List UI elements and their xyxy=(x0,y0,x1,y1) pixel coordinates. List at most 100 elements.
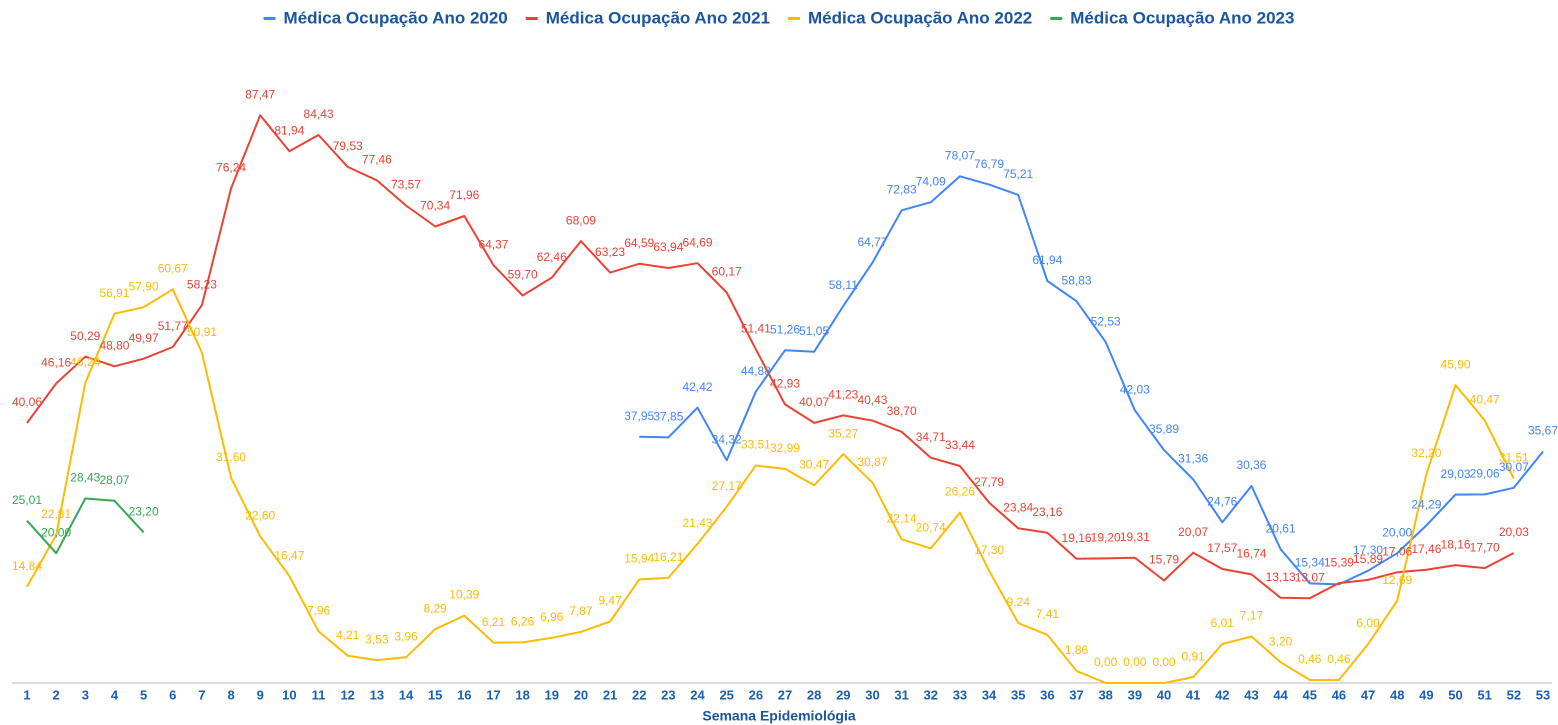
x-tick-label: 11 xyxy=(312,687,326,702)
data-label: 51,26 xyxy=(770,322,800,336)
data-label: 50,29 xyxy=(70,329,100,343)
legend: Médica Ocupação Ano 2020 Médica Ocupação … xyxy=(263,8,1294,27)
data-label: 7,41 xyxy=(1036,607,1060,621)
data-label: 35,27 xyxy=(828,426,858,440)
data-label: 7,17 xyxy=(1240,609,1264,623)
data-label: 48,80 xyxy=(99,338,129,352)
x-tick-label: 42 xyxy=(1215,687,1229,702)
legend-swatch xyxy=(263,17,276,20)
data-label: 64,59 xyxy=(624,236,654,250)
data-label: 22,81 xyxy=(41,507,71,521)
legend-label: Médica Ocupação Ano 2022 xyxy=(808,8,1032,27)
x-tick-label: 24 xyxy=(690,687,705,702)
data-label: 3,96 xyxy=(394,629,418,643)
x-tick-label: 8 xyxy=(227,687,234,702)
data-label: 3,20 xyxy=(1269,634,1293,648)
x-tick-label: 23 xyxy=(661,687,675,702)
series-line xyxy=(26,114,1515,600)
data-label: 28,43 xyxy=(70,471,100,485)
x-tick-label: 35 xyxy=(1011,687,1025,702)
data-label: 31,60 xyxy=(216,450,246,464)
data-label: 40,07 xyxy=(799,395,829,409)
data-label: 34,71 xyxy=(916,430,946,444)
x-tick-label: 51 xyxy=(1477,687,1491,702)
data-label: 68,09 xyxy=(566,213,596,227)
x-tick-label: 4 xyxy=(111,687,119,702)
x-tick-label: 46 xyxy=(1332,687,1346,702)
data-label: 73,57 xyxy=(391,178,421,192)
data-label: 23,84 xyxy=(1003,500,1033,514)
data-label: 26,26 xyxy=(945,485,975,499)
data-label: 6,00 xyxy=(1356,616,1380,630)
data-label: 40,47 xyxy=(1470,393,1500,407)
x-tick-label: 29 xyxy=(836,687,850,702)
legend-swatch xyxy=(1050,17,1063,20)
data-label: 31,36 xyxy=(1178,452,1208,466)
data-label: 60,67 xyxy=(158,261,188,275)
data-label: 33,51 xyxy=(741,438,771,452)
data-label: 44,88 xyxy=(741,364,771,378)
data-label: 25,01 xyxy=(12,493,42,507)
data-label: 32,99 xyxy=(770,441,800,455)
data-label: 42,03 xyxy=(1120,382,1150,396)
data-label: 8,29 xyxy=(423,601,447,615)
x-tick-label: 47 xyxy=(1361,687,1375,702)
data-label: 17,70 xyxy=(1470,540,1500,554)
x-tick-label: 45 xyxy=(1303,687,1317,702)
x-tick-label: 48 xyxy=(1390,687,1404,702)
data-label: 58,83 xyxy=(1062,273,1092,287)
data-label: 62,46 xyxy=(537,250,567,264)
data-label: 29,06 xyxy=(1470,467,1500,481)
x-tick-label: 10 xyxy=(282,687,296,702)
data-label: 14,84 xyxy=(12,559,42,573)
data-label: 59,70 xyxy=(508,268,538,282)
data-label: 37,95 xyxy=(624,409,654,423)
data-label: 56,91 xyxy=(99,286,129,300)
data-label: 6,01 xyxy=(1211,616,1235,630)
data-label: 76,79 xyxy=(974,157,1004,171)
x-tick-label: 5 xyxy=(140,687,147,702)
x-tick-label: 38 xyxy=(1098,687,1112,702)
data-label: 64,77 xyxy=(857,235,887,249)
x-tick-label: 19 xyxy=(545,687,559,702)
x-tick-label: 30 xyxy=(865,687,879,702)
x-tick-label: 1 xyxy=(23,687,30,702)
x-tick-label: 12 xyxy=(340,687,354,702)
data-label: 20,03 xyxy=(1499,525,1529,539)
x-tick-label: 21 xyxy=(603,687,617,702)
legend-label: Médica Ocupação Ano 2023 xyxy=(1070,8,1294,27)
x-tick-label: 13 xyxy=(370,687,384,702)
data-label: 37,85 xyxy=(653,410,683,424)
x-tick-label: 18 xyxy=(515,687,529,702)
legend-swatch xyxy=(525,17,538,20)
x-tick-label: 2 xyxy=(53,687,60,702)
data-label: 58,23 xyxy=(187,277,217,291)
data-label: 17,30 xyxy=(1353,543,1383,557)
data-label: 31,51 xyxy=(1499,451,1529,465)
data-label: 58,11 xyxy=(829,278,858,292)
data-label: 13,13 xyxy=(1266,570,1296,584)
data-label: 30,07 xyxy=(1499,460,1529,474)
data-label: 40,43 xyxy=(857,393,887,407)
data-label: 52,53 xyxy=(1091,314,1121,328)
legend-swatch xyxy=(788,17,800,20)
data-label: 9,47 xyxy=(598,594,622,608)
x-tick-label: 36 xyxy=(1040,687,1054,702)
data-label: 0,91 xyxy=(1181,649,1205,663)
data-label: 10,39 xyxy=(449,588,479,602)
x-tick-label: 27 xyxy=(778,687,792,702)
data-label: 30,36 xyxy=(1236,458,1266,472)
data-label: 20,07 xyxy=(1178,525,1208,539)
data-label: 81,94 xyxy=(274,123,304,137)
data-label: 32,20 xyxy=(1411,446,1441,460)
data-label: 46,24 xyxy=(70,355,100,369)
data-label: 51,77 xyxy=(158,319,188,333)
data-label: 15,89 xyxy=(1353,552,1383,566)
data-label: 49,97 xyxy=(129,331,159,345)
data-label: 6,26 xyxy=(511,615,535,629)
series-line xyxy=(26,497,145,555)
data-label: 30,87 xyxy=(857,455,887,469)
data-label: 17,06 xyxy=(1382,544,1412,558)
data-label: 18,16 xyxy=(1441,537,1471,551)
data-label: 35,89 xyxy=(1149,422,1179,436)
